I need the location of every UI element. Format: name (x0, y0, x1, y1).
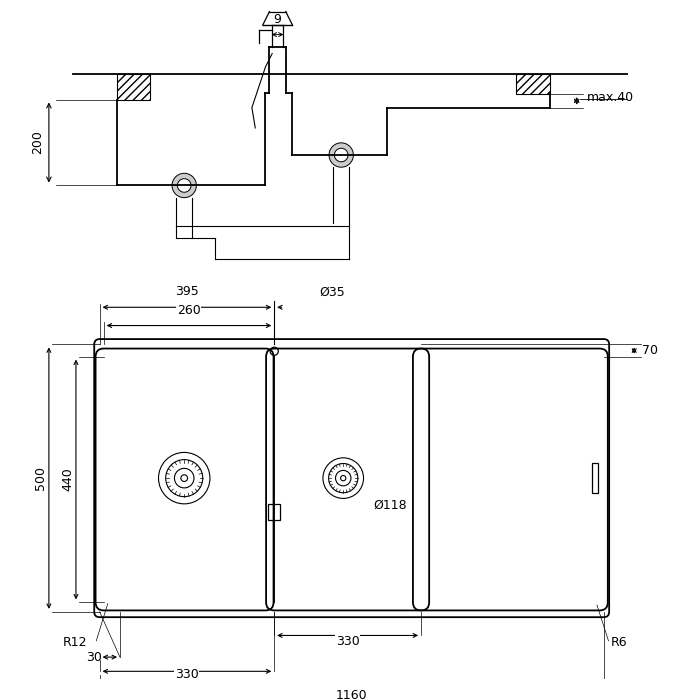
Text: 330: 330 (175, 668, 199, 682)
Text: Ø118: Ø118 (374, 498, 407, 512)
Bar (592, 463, 598, 494)
Text: 9: 9 (274, 13, 281, 27)
Text: max.40: max.40 (587, 91, 634, 104)
Text: 395: 395 (175, 286, 199, 298)
Text: 260: 260 (177, 304, 201, 316)
Text: 1160: 1160 (336, 689, 368, 700)
Wedge shape (172, 174, 197, 197)
Bar (516, 74, 550, 94)
Bar (117, 74, 150, 99)
Text: 440: 440 (62, 468, 74, 491)
Text: Ø35: Ø35 (319, 286, 344, 298)
Text: R12: R12 (62, 636, 87, 649)
Text: 330: 330 (336, 635, 360, 648)
Text: 30: 30 (86, 650, 102, 664)
Text: R6: R6 (610, 636, 627, 649)
Bar (268, 503, 280, 520)
Text: 200: 200 (31, 131, 44, 155)
Text: 500: 500 (34, 466, 48, 490)
Wedge shape (329, 143, 354, 167)
Text: 70: 70 (643, 344, 658, 357)
